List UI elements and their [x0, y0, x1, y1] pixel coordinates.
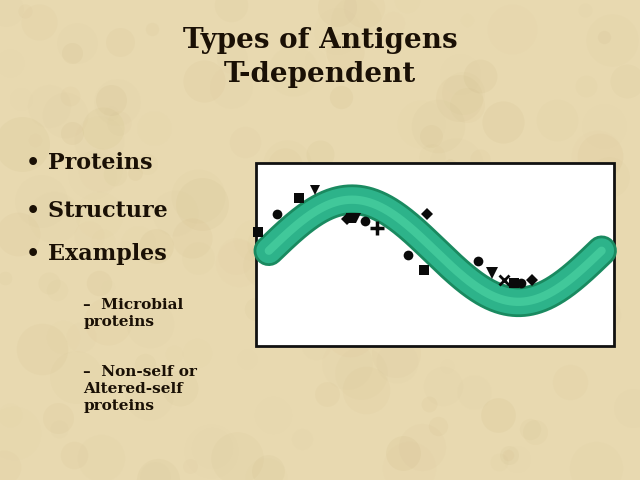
Text: • Structure: • Structure [26, 200, 167, 222]
Bar [256, 163, 614, 346]
Text: –  Microbial
proteins: – Microbial proteins [83, 298, 184, 329]
Text: T-dependent: T-dependent [224, 61, 416, 88]
Text: • Proteins: • Proteins [26, 152, 152, 174]
Text: • Examples: • Examples [26, 243, 166, 265]
Text: Types of Antigens: Types of Antigens [182, 27, 458, 54]
Text: –  Non-self or
Altered-self
proteins: – Non-self or Altered-self proteins [83, 365, 197, 413]
